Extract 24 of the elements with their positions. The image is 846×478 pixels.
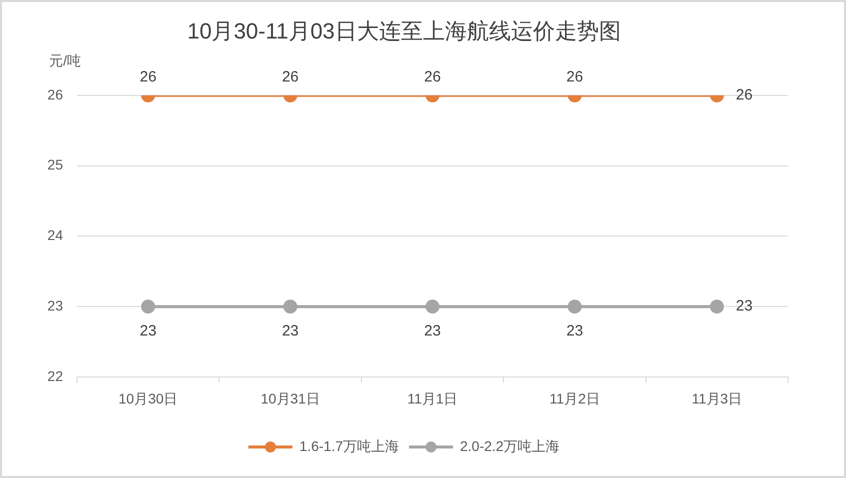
x-tick-label: 10月31日 [260,390,320,406]
legend-label: 2.0-2.2万吨上海 [460,438,560,454]
legend-label: 1.6-1.7万吨上海 [299,438,400,454]
y-tick-label: 24 [47,227,64,244]
data-label: 26 [736,86,753,104]
y-tick-label: 25 [47,156,64,173]
data-label: 26 [566,68,584,86]
data-label: 23 [424,322,441,340]
x-tick-label: 11月2日 [550,390,600,406]
y-tick-label: 26 [47,86,64,102]
y-tick-label: 22 [47,368,64,384]
x-tick-label: 11月1日 [407,390,458,406]
y-tick-label: 23 [47,297,64,314]
y-axis-title: 元/吨 [49,52,81,68]
data-label: 23 [566,322,584,340]
x-tick-label: 10月30日 [118,390,178,406]
data-label: 23 [140,322,156,340]
data-label: 26 [282,68,299,86]
x-tick-label: 11月3日 [692,390,742,406]
data-label: 23 [282,322,299,340]
data-label: 26 [424,68,441,86]
chart-title: 10月30-11月03日大连至上海航线运价走势图 [187,18,621,44]
data-label: 23 [736,298,753,315]
data-label: 26 [140,68,156,86]
